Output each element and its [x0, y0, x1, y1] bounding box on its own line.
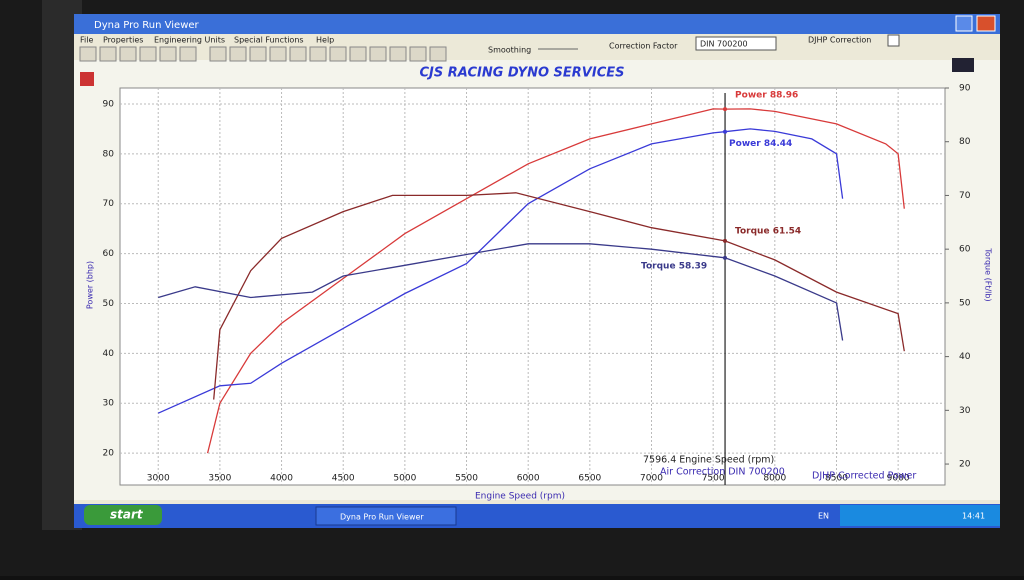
task-label[interactable]: Dyna Pro Run Viewer — [340, 513, 424, 522]
cursor-point — [723, 238, 727, 243]
y-axis-label: Power (bhp) — [86, 261, 95, 309]
y2-tick-label: 70 — [959, 191, 971, 201]
y2-tick-label: 80 — [959, 137, 971, 147]
clock: 14:41 — [962, 512, 985, 521]
series-line — [206, 108, 905, 454]
cursor-point — [723, 255, 727, 260]
x-tick-label: 7500 — [702, 474, 725, 484]
cursor-point — [723, 107, 727, 112]
series-line — [158, 243, 844, 341]
window-title: Dyna Pro Run Viewer — [94, 20, 200, 31]
y-tick-label: 40 — [103, 349, 115, 359]
tool-button[interactable] — [209, 46, 227, 62]
task-button[interactable] — [315, 506, 457, 526]
tool-button[interactable] — [429, 46, 447, 62]
maximize-button[interactable] — [955, 15, 973, 32]
menu-item[interactable]: File — [80, 36, 93, 45]
x-tick-label: 5000 — [393, 474, 416, 484]
close-button[interactable] — [976, 15, 996, 32]
y-tick-label: 80 — [103, 149, 115, 159]
djhp-label: DJHP Correction — [808, 36, 871, 45]
menu-item[interactable]: Special Functions — [234, 36, 304, 45]
menu-item[interactable]: Help — [316, 36, 334, 45]
x-tick-label: 7000 — [640, 474, 663, 484]
tool-button[interactable] — [369, 46, 387, 62]
y-tick-label: 50 — [103, 299, 115, 309]
title-bar — [74, 14, 1000, 34]
tool-button[interactable] — [179, 46, 197, 62]
x-tick-label: 3500 — [208, 474, 231, 484]
color-swatch[interactable] — [80, 72, 94, 86]
footer-text: DJHP Corrected Power — [812, 471, 916, 482]
x-tick-label: 9000 — [887, 474, 910, 484]
y2-tick-label: 60 — [959, 245, 971, 255]
correction-value[interactable]: DIN 700200 — [700, 40, 748, 49]
series-line — [157, 128, 844, 414]
x-tick-label: 8500 — [825, 474, 848, 484]
y2-tick-label: 90 — [959, 84, 971, 94]
y2-tick-label: 50 — [959, 298, 971, 308]
tool-button[interactable] — [289, 46, 307, 62]
y-tick-label: 20 — [103, 449, 115, 459]
x-tick-label: 5500 — [455, 474, 478, 484]
tool-button[interactable] — [389, 46, 407, 62]
tool-button[interactable] — [409, 46, 427, 62]
x-tick-label: 8000 — [763, 474, 786, 484]
y2-tick-label: 20 — [959, 460, 971, 470]
tool-button[interactable] — [349, 46, 367, 62]
x-tick-label: 6000 — [517, 474, 540, 484]
y-tick-label: 70 — [103, 199, 115, 209]
x-tick-label: 6500 — [578, 474, 601, 484]
tool-button[interactable] — [229, 46, 247, 62]
start-label[interactable]: start — [110, 508, 144, 522]
tool-button[interactable] — [99, 46, 117, 62]
tool-button[interactable] — [269, 46, 287, 62]
correction-label: Correction Factor — [609, 42, 678, 51]
cursor-label: Power 84.44 — [729, 139, 792, 149]
cursor-label: Torque 58.39 — [641, 261, 707, 271]
x-tick-label: 4000 — [270, 474, 293, 484]
footer-text: Air Correction DIN 700200 — [660, 467, 785, 478]
y-tick-label: 90 — [103, 99, 115, 109]
y2-axis-label: Torque (Ft/lb) — [984, 247, 993, 301]
smoothing-label: Smoothing — [488, 46, 531, 55]
tray — [840, 505, 1000, 526]
cursor-label: Power 88.96 — [735, 91, 798, 101]
cursor-point — [723, 129, 727, 134]
x-tick-label: 4500 — [332, 474, 355, 484]
y2-tick-label: 30 — [959, 406, 971, 416]
tool-button[interactable] — [139, 46, 157, 62]
correction-select[interactable] — [695, 36, 777, 51]
tool-button[interactable] — [309, 46, 327, 62]
djhp-checkbox[interactable] — [887, 34, 900, 47]
lang: EN — [818, 512, 829, 521]
y2-tick-label: 40 — [959, 352, 971, 362]
footer-text: 7596.4 Engine Speed (rpm) — [643, 455, 774, 466]
start-button[interactable] — [84, 505, 162, 525]
y-tick-label: 30 — [103, 399, 115, 409]
tool-button[interactable] — [329, 46, 347, 62]
menu-item[interactable]: Properties — [103, 36, 143, 45]
series-line — [213, 192, 905, 400]
tool-button[interactable] — [119, 46, 137, 62]
color-swatch[interactable] — [952, 58, 974, 72]
plot-area — [119, 87, 946, 486]
x-tick-label: 3000 — [147, 474, 170, 484]
menu-item[interactable]: Engineering Units — [154, 36, 225, 45]
y-tick-label: 60 — [103, 249, 115, 259]
cursor-label: Torque 61.54 — [735, 226, 801, 236]
chart-title: CJS RACING DYNO SERVICES — [420, 66, 625, 81]
x-axis-label: Engine Speed (rpm) — [475, 492, 565, 502]
tool-button[interactable] — [159, 46, 177, 62]
tool-button[interactable] — [249, 46, 267, 62]
tool-button[interactable] — [79, 46, 97, 62]
